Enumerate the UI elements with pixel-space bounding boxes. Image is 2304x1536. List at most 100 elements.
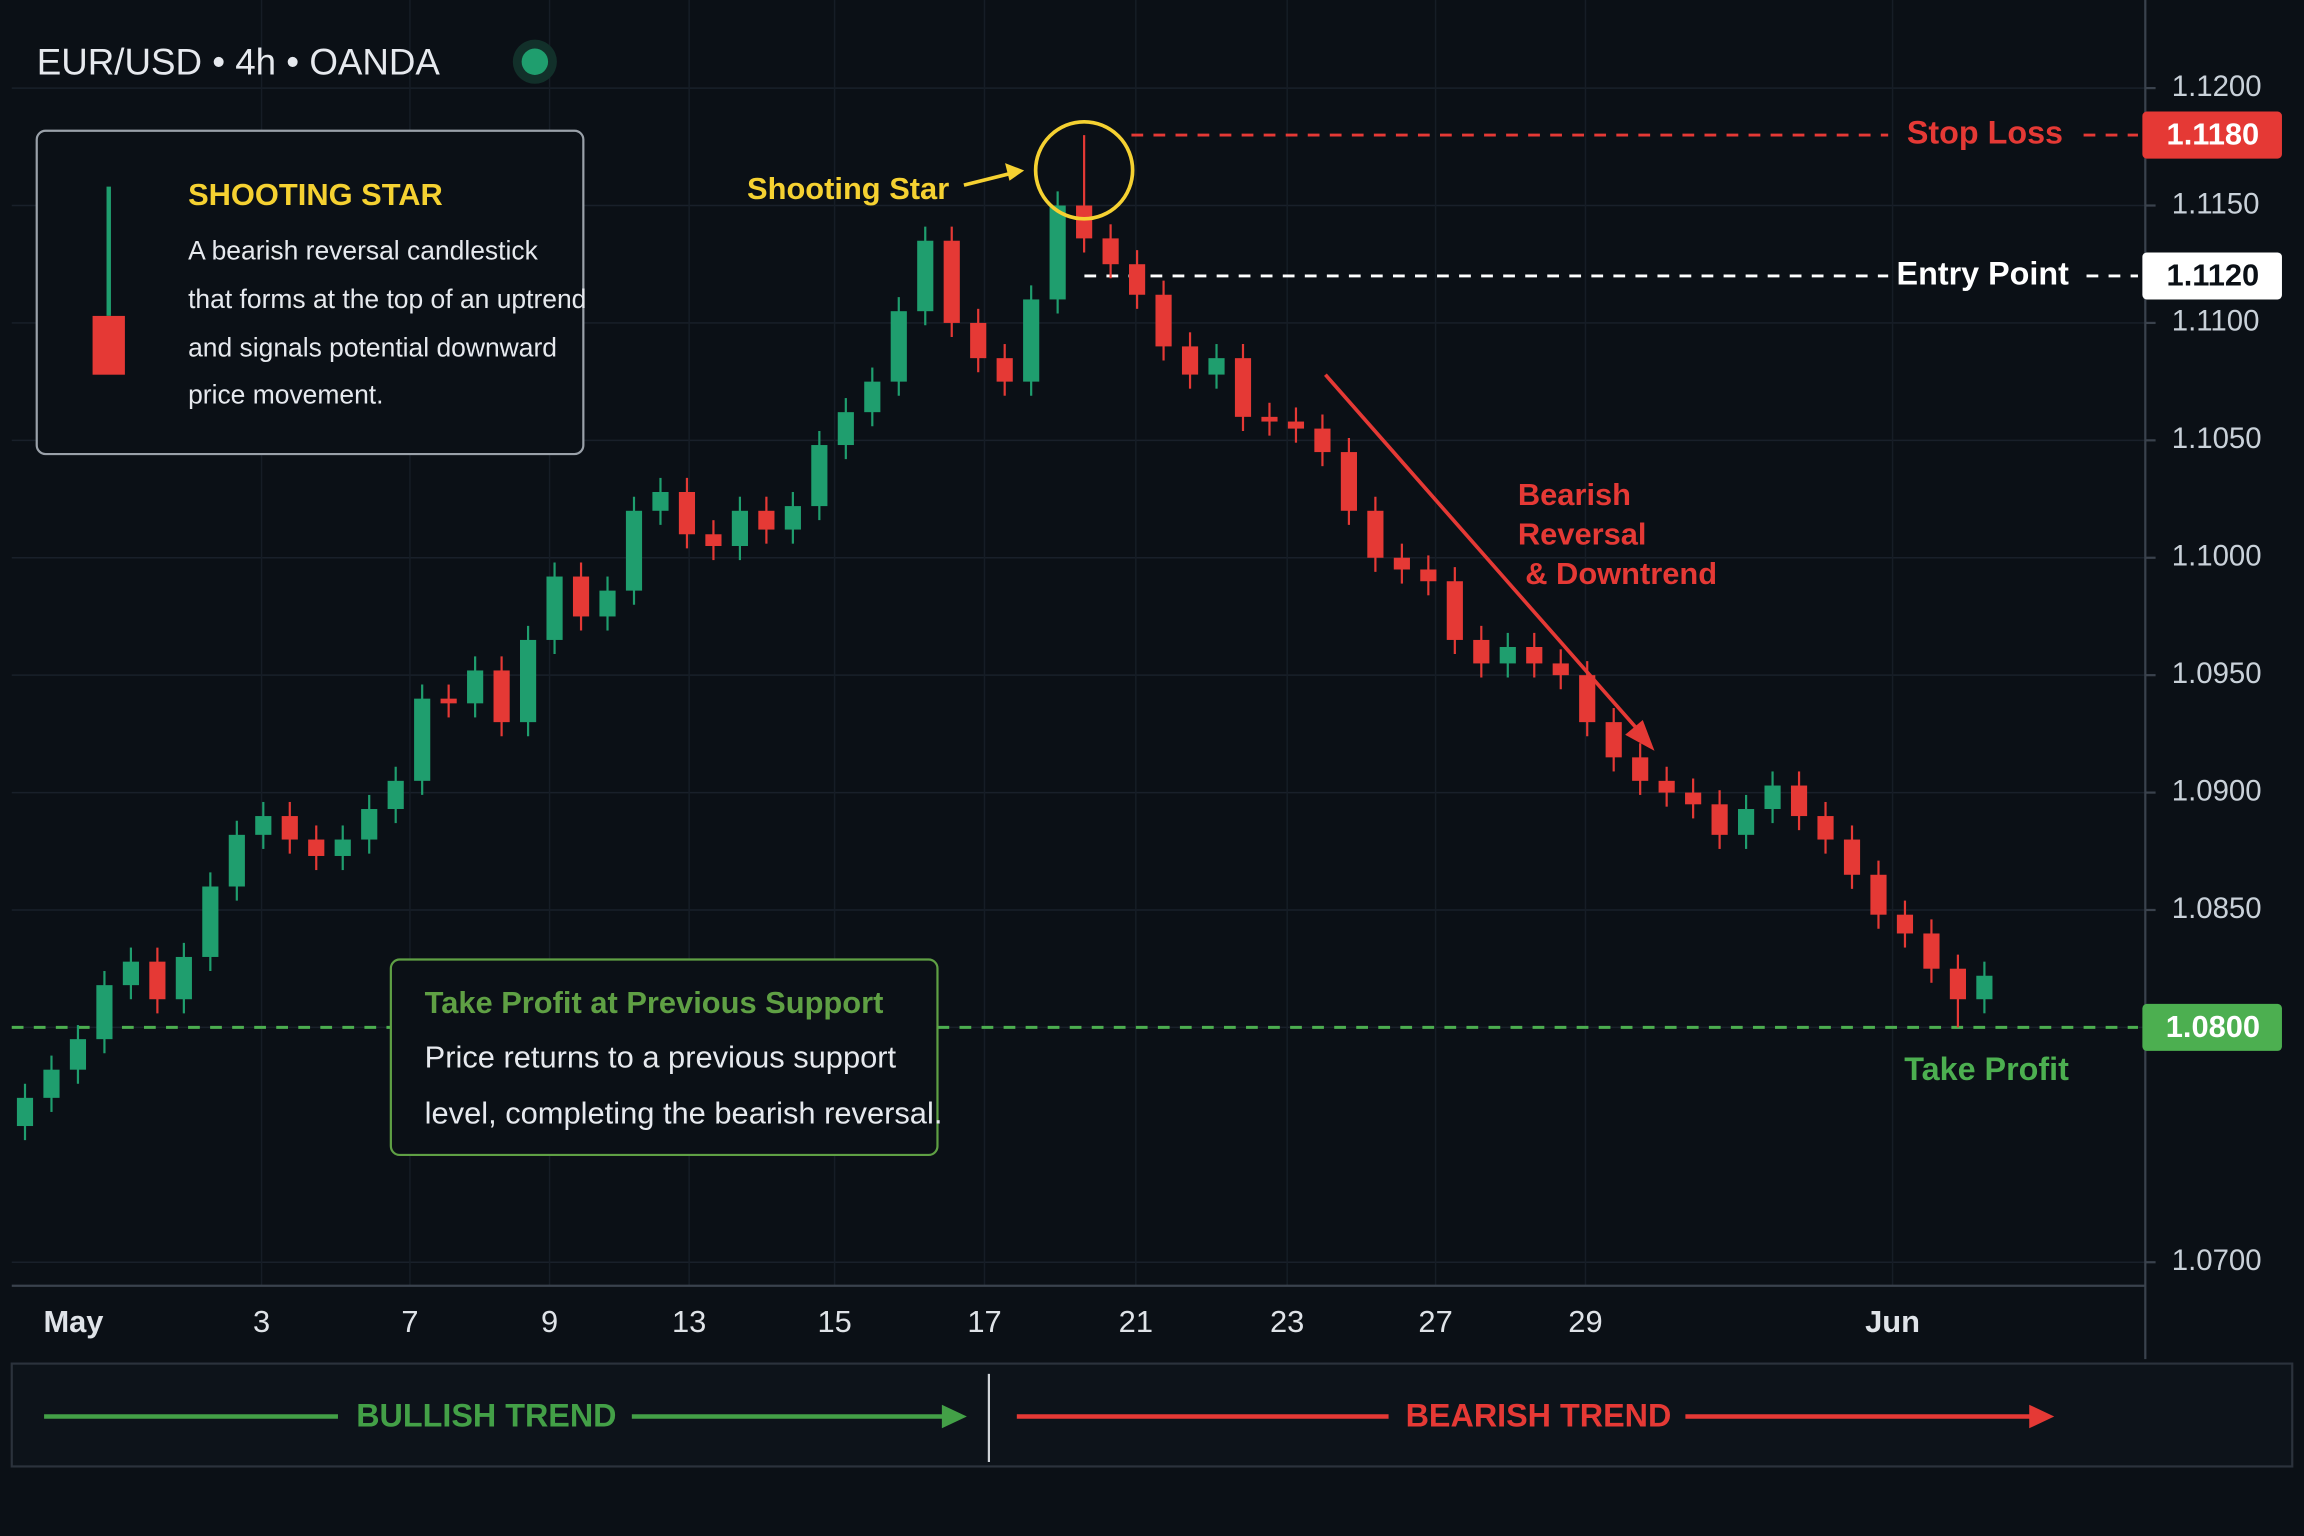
x-tick-label: 27 xyxy=(1418,1304,1452,1339)
candle-body xyxy=(1287,421,1305,429)
info-title: SHOOTING STAR xyxy=(188,177,443,212)
candle-body xyxy=(1023,299,1040,382)
candle-body xyxy=(1579,675,1596,723)
info-box xyxy=(35,129,585,456)
candle-body xyxy=(1843,839,1861,875)
trend-annotation: Reversal xyxy=(1518,516,1647,551)
candle-body xyxy=(175,956,192,1000)
x-tick-label: 9 xyxy=(541,1304,558,1339)
candle-body xyxy=(1949,968,1966,1000)
candle-body xyxy=(1102,238,1119,265)
candle-body xyxy=(1181,346,1199,375)
tp-box-line: Price returns to a previous support xyxy=(425,1040,897,1075)
candle-body xyxy=(414,698,431,781)
x-tick-label: 7 xyxy=(401,1304,418,1339)
info-line: that forms at the top of an uptrend xyxy=(188,284,586,314)
x-tick-label: 13 xyxy=(672,1304,706,1339)
candle-body xyxy=(1499,646,1516,664)
candle-body xyxy=(520,639,537,723)
candle-body xyxy=(1923,933,1940,969)
star-annotation: Shooting Star xyxy=(747,171,949,206)
price-tag-label: 1.1180 xyxy=(2167,117,2260,152)
info-line: and signals potential downward xyxy=(188,333,557,363)
x-tick-label: 15 xyxy=(817,1304,851,1339)
candle-body xyxy=(1764,785,1781,810)
candle-body xyxy=(440,698,457,704)
candle-body xyxy=(1446,581,1463,640)
candle-body xyxy=(1473,639,1490,664)
candle-body xyxy=(996,358,1013,382)
candle-body xyxy=(678,492,696,535)
candle-body xyxy=(1155,294,1172,347)
candle-body xyxy=(758,510,775,530)
bearish-arrowhead xyxy=(2029,1404,2055,1429)
bearish-label: BEARISH TREND xyxy=(1406,1397,1672,1433)
info-line: A bearish reversal candlestick xyxy=(188,236,539,266)
candle-body xyxy=(1261,416,1278,422)
candle-body xyxy=(1129,264,1146,295)
candle-body xyxy=(387,780,404,810)
candle-body xyxy=(1552,663,1569,676)
candle-body xyxy=(1208,358,1225,375)
candle-body xyxy=(1049,205,1066,300)
candle-body xyxy=(1738,809,1755,835)
level-label: Entry Point xyxy=(1897,255,2070,291)
y-tick-label: 1.0700 xyxy=(2172,1244,2262,1277)
candle-body xyxy=(546,576,563,640)
candle-body xyxy=(1817,816,1834,840)
candle-body xyxy=(1790,785,1808,817)
candle-body xyxy=(281,816,298,840)
candle-body xyxy=(705,534,722,547)
tp-box-line: level, completing the bearish reversal. xyxy=(425,1095,943,1130)
candle-body xyxy=(1976,975,1993,1000)
candle-body xyxy=(1685,792,1702,805)
candle-body xyxy=(864,381,881,413)
x-tick-label: 21 xyxy=(1119,1304,1153,1339)
candle-body xyxy=(943,240,960,323)
candle-body xyxy=(652,492,669,511)
candle-body xyxy=(784,506,801,530)
y-tick-label: 1.1050 xyxy=(2172,422,2262,455)
price-tag xyxy=(2142,111,2282,159)
candle-body xyxy=(255,816,272,835)
candle-body xyxy=(970,322,987,359)
candle-body xyxy=(361,809,378,840)
candle-body xyxy=(599,590,616,617)
candle-body xyxy=(122,961,139,986)
y-tick-label: 1.0850 xyxy=(2172,892,2262,925)
status-dot xyxy=(521,48,549,75)
candle-body xyxy=(1605,722,1622,758)
candle-body xyxy=(334,839,351,856)
trend-arrowhead xyxy=(1625,720,1655,751)
price-tag xyxy=(2142,1003,2282,1051)
candle-body xyxy=(811,445,828,507)
candle-body xyxy=(1711,804,1728,835)
x-tick-label: Jun xyxy=(1865,1304,1920,1339)
x-tick-label: 3 xyxy=(253,1304,270,1339)
candle-body xyxy=(1658,780,1675,793)
candle-body xyxy=(890,311,907,382)
candle-body xyxy=(731,510,748,547)
candle-body xyxy=(149,961,166,1000)
star-highlight xyxy=(1033,119,1135,221)
y-tick-label: 1.1150 xyxy=(2172,187,2260,220)
tp-box xyxy=(389,958,939,1157)
x-tick-label: 29 xyxy=(1568,1304,1602,1339)
candle-body xyxy=(1393,557,1410,570)
candle-body xyxy=(837,412,854,446)
x-tick-label: 17 xyxy=(967,1304,1001,1339)
candle-body xyxy=(1234,358,1252,417)
candle-body xyxy=(1367,510,1384,558)
candle-body xyxy=(1870,874,1887,915)
y-tick-label: 1.0950 xyxy=(2172,657,2262,690)
candle-body xyxy=(1314,428,1331,453)
star-arrowhead xyxy=(1005,163,1025,181)
levels xyxy=(11,133,2138,1029)
candle-body xyxy=(1896,914,1914,934)
trend-annotation: & Downtrend xyxy=(1525,556,1717,591)
y-tick-label: 1.1100 xyxy=(2172,305,2260,338)
trend-annotation: Bearish xyxy=(1518,477,1631,512)
candle-body xyxy=(572,576,590,617)
info-candle-body xyxy=(92,315,125,375)
